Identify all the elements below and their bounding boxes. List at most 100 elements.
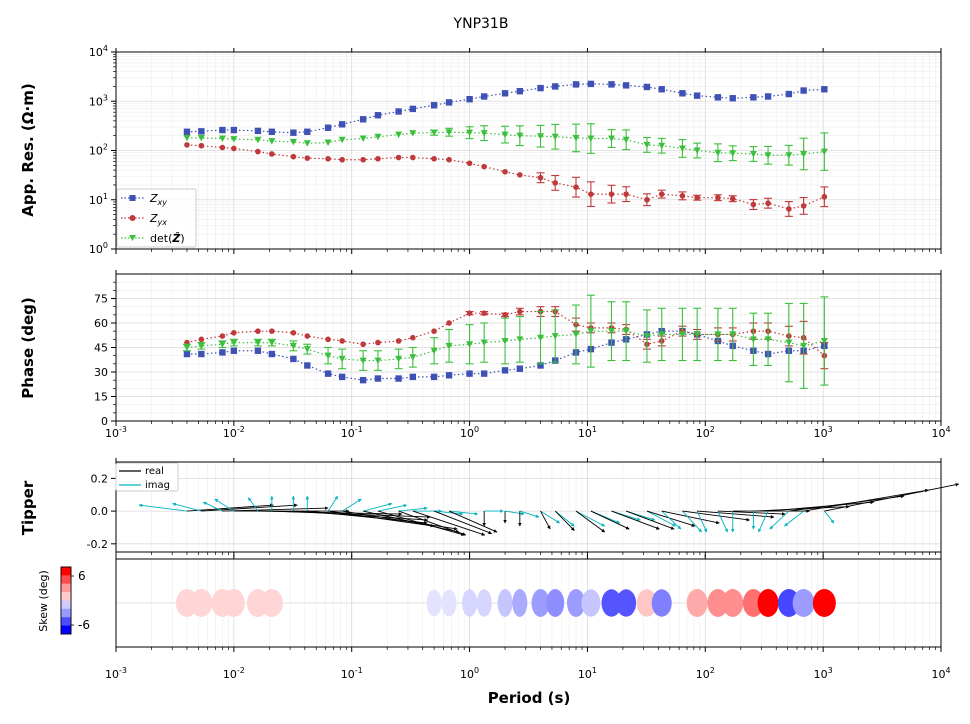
res-point xyxy=(268,138,276,145)
res-point xyxy=(445,129,453,136)
tipper-real-arrow xyxy=(661,510,720,525)
res-point xyxy=(765,200,771,207)
phase-point xyxy=(537,334,545,342)
phase-point xyxy=(607,328,615,335)
x-tick-label: 100 xyxy=(460,666,479,681)
res-point xyxy=(607,135,615,143)
phase-point xyxy=(268,350,276,358)
x-tick-label: 102 xyxy=(696,425,715,440)
res-legend-entry-zxy: Zxy xyxy=(121,192,167,207)
res-y-tick-label: 102 xyxy=(89,143,108,158)
skew-colorbar-label: Skew (deg) xyxy=(37,570,50,632)
res-point xyxy=(324,124,332,131)
tipper-legend-real-label: real xyxy=(145,466,164,477)
res-point xyxy=(786,206,792,212)
res-point xyxy=(268,128,276,135)
res-point xyxy=(430,102,438,109)
tipper-imag-arrow xyxy=(540,510,561,524)
phase-point xyxy=(339,338,345,344)
phase-point xyxy=(643,333,651,340)
res-y-axis-label: App. Res. (Ω·m) xyxy=(19,83,37,216)
skew-ellipse xyxy=(722,589,744,617)
tipper-real-arrow xyxy=(753,504,850,512)
phase-point xyxy=(749,336,757,343)
res-point xyxy=(375,155,381,162)
tipper-plot-frame xyxy=(115,461,942,553)
skew-panel: 6 -6 Skew (deg) xyxy=(37,555,942,652)
phase-point xyxy=(324,352,332,360)
phase-point xyxy=(693,331,701,338)
phase-point xyxy=(197,342,205,350)
tipper-real-arrow xyxy=(625,510,675,530)
skew-colorbar-bands xyxy=(60,566,72,635)
res-point xyxy=(360,156,366,163)
x-tick-label: 104 xyxy=(931,666,950,681)
res-point xyxy=(572,134,580,142)
tipper-real-arrow xyxy=(186,503,274,512)
skew-ellipse xyxy=(651,589,672,617)
phase-point xyxy=(572,331,580,338)
phase-point xyxy=(517,308,523,315)
tipper-imag-arrow xyxy=(504,510,525,516)
phase-point xyxy=(374,375,382,382)
phase-point xyxy=(374,357,382,365)
phase-point xyxy=(410,334,416,341)
x-tick-label: 10-3 xyxy=(105,425,127,440)
svg-text:det(Ẑ): det(Ẑ) xyxy=(150,231,185,245)
tipper-y-tick-label: -0.2 xyxy=(87,538,108,551)
res-y-ticks: 100 101 102 103 104 xyxy=(89,44,116,256)
res-point xyxy=(324,139,332,147)
res-point xyxy=(446,156,452,163)
tipper-real-arrow xyxy=(682,510,750,522)
res-legend-zxy-base: Z xyxy=(149,192,158,205)
skew-colorbar-band xyxy=(61,617,71,626)
res-y-tick-label: 100 xyxy=(89,241,108,256)
tipper-y-ticks: -0.2 0.0 0.2 xyxy=(87,472,116,551)
tipper-imag-arrow xyxy=(661,510,682,530)
tipper-imag-arrow xyxy=(717,510,728,533)
phase-y-tick-label: 15 xyxy=(94,391,108,404)
res-point xyxy=(714,94,722,101)
res-point xyxy=(622,82,630,89)
tipper-real-arrow xyxy=(575,510,606,533)
phase-point xyxy=(501,367,509,374)
res-point xyxy=(466,96,473,103)
phase-point xyxy=(466,370,473,377)
res-point xyxy=(573,184,579,190)
x-tick-label: 103 xyxy=(814,666,833,681)
phase-point xyxy=(587,328,595,335)
phase-point xyxy=(481,310,487,317)
phase-point xyxy=(198,336,205,343)
tipper-real-arrow xyxy=(448,510,498,533)
skew-ellipse xyxy=(476,589,492,617)
res-point xyxy=(409,130,417,137)
x-tick-label: 101 xyxy=(578,666,597,681)
x-tick-label: 10-1 xyxy=(341,666,363,681)
skew-colorbar-band xyxy=(61,583,71,593)
skew-ellipse xyxy=(531,589,550,617)
tipper-real-arrow xyxy=(554,510,575,531)
res-point xyxy=(552,83,559,90)
phase-point xyxy=(466,310,473,317)
res-legend-zyx-sub: yx xyxy=(157,218,168,227)
skew-ellipse xyxy=(546,589,565,617)
phase-point xyxy=(501,337,509,345)
res-point xyxy=(516,132,524,140)
tipper-real-arrow xyxy=(377,510,465,536)
skew-ellipse xyxy=(441,589,457,617)
tipper-legend-box xyxy=(115,462,179,492)
phase-point xyxy=(430,373,438,381)
skew-ellipse xyxy=(601,589,622,617)
res-point xyxy=(820,148,828,156)
phase-point xyxy=(375,339,381,346)
x-tick-label: 103 xyxy=(814,425,833,440)
res-point xyxy=(338,136,346,144)
res-point xyxy=(764,152,772,159)
phase-point xyxy=(360,341,366,348)
phase-point xyxy=(430,347,438,355)
res-point xyxy=(480,93,488,100)
x-tick-label: 101 xyxy=(578,425,597,440)
phase-panel: Phase (deg) 0 15 30 45 60 75 xyxy=(19,270,942,428)
tipper-imag-arrow xyxy=(138,503,188,512)
skew-ellipse xyxy=(581,589,601,617)
